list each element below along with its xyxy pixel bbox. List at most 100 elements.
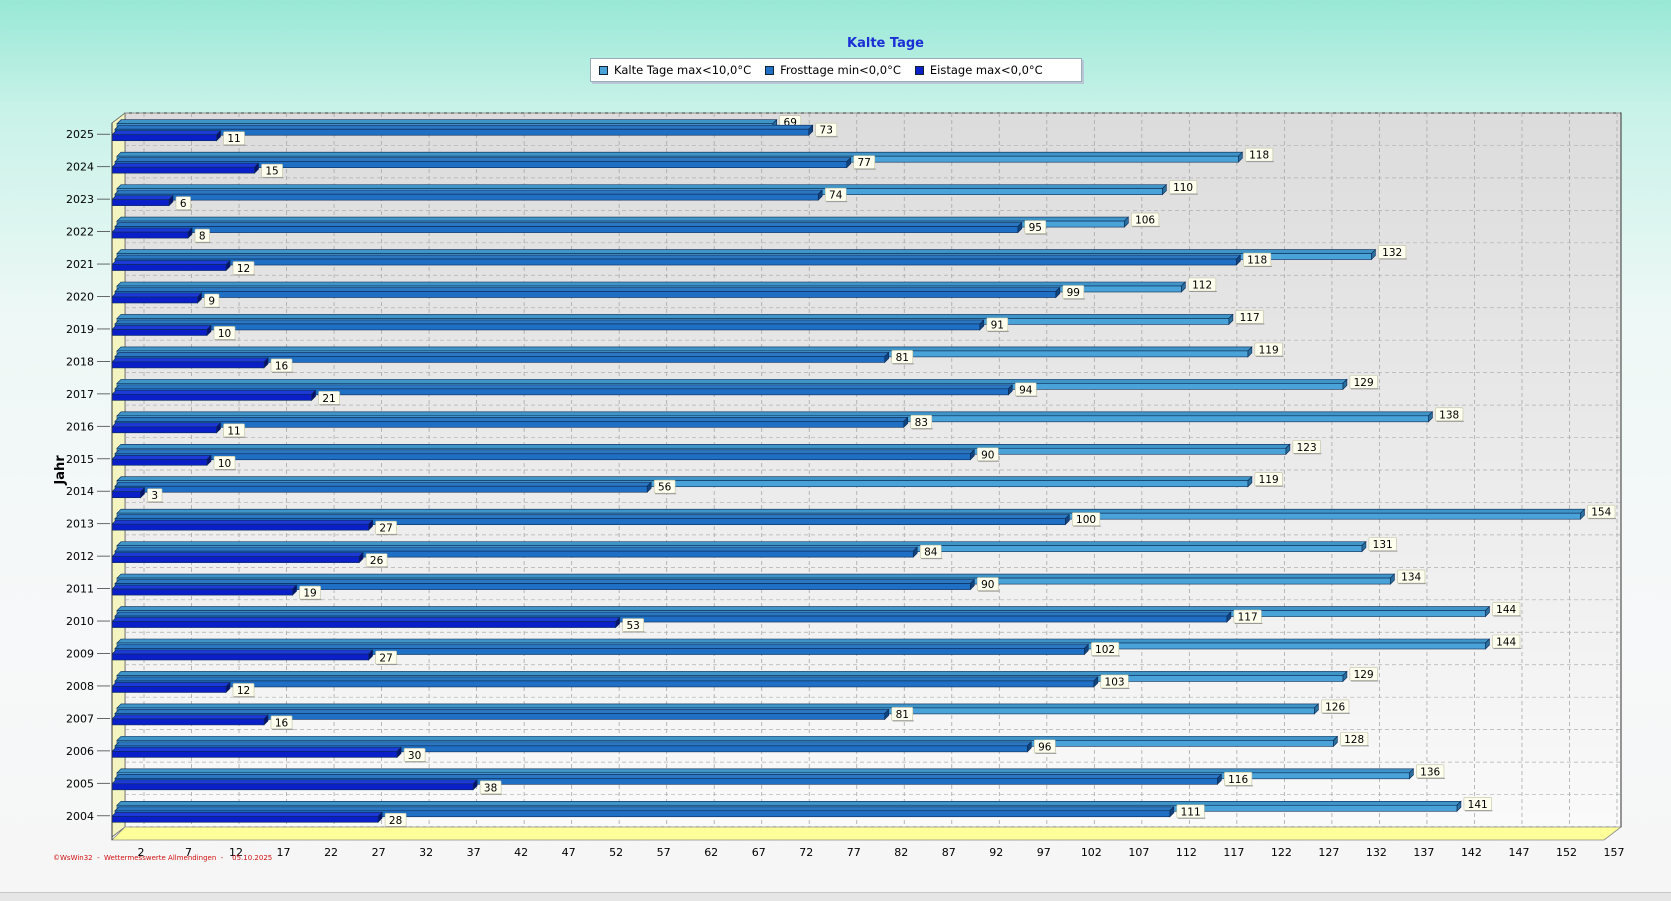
bar-top-kalte-tage (116, 476, 1253, 482)
bar-kalte-tage (116, 480, 1249, 488)
x-tick-label: 142 (1461, 846, 1482, 859)
bar-top-eistage (111, 714, 269, 720)
data-label-frosttage: 94 (1019, 384, 1033, 396)
bar-top-kalte-tage (116, 216, 1130, 222)
data-label-frosttage: 117 (1238, 612, 1258, 624)
data-label-frosttage: 99 (1067, 287, 1080, 299)
bar-top-frosttage (114, 352, 890, 357)
bar-top-frosttage (114, 254, 1242, 260)
bar-top-frosttage (114, 189, 823, 195)
legend-label-frosttage: Frosttage min<0,0°C (780, 63, 901, 77)
x-tick-label: 72 (799, 846, 813, 859)
bar-eistage (111, 166, 255, 174)
bar-top-frosttage (114, 514, 1071, 519)
y-tick-label: 2021 (66, 258, 94, 271)
data-label-frosttage: 100 (1076, 514, 1096, 526)
data-label-kalte-tage: 144 (1496, 604, 1516, 616)
bar-top-eistage (111, 487, 146, 493)
data-label-frosttage: 77 (858, 157, 871, 169)
bar-eistage (111, 621, 616, 628)
data-label-frosttage: 116 (1228, 774, 1248, 786)
data-label-eistage: 19 (303, 588, 316, 600)
bar-top-kalte-tage (116, 541, 1367, 546)
data-label-eistage: 6 (180, 198, 187, 210)
data-label-frosttage: 73 (820, 125, 833, 137)
bar-top-kalte-tage (116, 411, 1434, 417)
bar-top-frosttage (114, 709, 890, 714)
legend-item-eistage: Eistage max<0,0°C (914, 63, 1043, 77)
bar-top-eistage (111, 584, 298, 590)
data-label-eistage: 10 (218, 458, 231, 470)
bar-eistage (111, 394, 312, 401)
bar-top-frosttage (114, 611, 1232, 617)
bar-eistage (111, 296, 198, 304)
bar-top-eistage (111, 162, 260, 168)
data-label-frosttage: 91 (991, 319, 1004, 331)
x-tick-label: 27 (372, 846, 386, 859)
bar-top-frosttage (114, 222, 1023, 227)
x-tick-label: 62 (704, 846, 718, 859)
data-label-frosttage: 74 (829, 190, 843, 202)
bar-eistage (111, 491, 141, 499)
data-label-kalte-tage: 119 (1259, 344, 1279, 356)
x-tick-label: 12 (229, 846, 243, 859)
bar-top-kalte-tage (116, 119, 778, 125)
bar-top-eistage (111, 682, 231, 687)
x-tick-label: 157 (1604, 846, 1625, 859)
x-tick-label: 67 (752, 846, 766, 859)
y-tick-label: 2004 (66, 810, 94, 823)
bar-top-kalte-tage (116, 703, 1320, 709)
bar-top-eistage (111, 747, 402, 752)
y-tick-label: 2008 (66, 680, 94, 693)
y-tick-label: 2015 (66, 453, 94, 466)
bar-top-kalte-tage (116, 800, 1462, 806)
legend-item-frosttage: Frosttage min<0,0°C (765, 63, 901, 77)
bar-top-kalte-tage (116, 768, 1415, 774)
data-label-kalte-tage: 118 (1249, 150, 1269, 162)
bar-frosttage (114, 323, 981, 331)
x-tick-label: 82 (894, 846, 908, 859)
data-label-frosttage: 81 (896, 709, 909, 721)
data-label-eistage: 3 (151, 490, 158, 502)
y-tick-label: 2009 (66, 648, 94, 661)
bar-eistage (111, 556, 360, 563)
data-label-eistage: 10 (218, 328, 231, 340)
bar-top-eistage (111, 552, 364, 557)
bar-top-frosttage (114, 481, 652, 487)
data-label-kalte-tage: 128 (1344, 734, 1364, 746)
legend-swatch-kalte-tage (599, 65, 608, 75)
y-tick-label: 2017 (66, 388, 94, 401)
data-label-kalte-tage: 132 (1382, 247, 1402, 259)
bottom-strip (0, 892, 1671, 901)
data-label-frosttage: 84 (924, 547, 938, 559)
x-tick-label: 117 (1223, 846, 1244, 859)
bar-eistage (111, 783, 474, 791)
bar-top-eistage (111, 779, 478, 785)
bar-top-frosttage (114, 157, 852, 162)
data-label-kalte-tage: 123 (1297, 442, 1317, 454)
bar-top-eistage (111, 130, 222, 136)
x-tick-label: 127 (1318, 846, 1339, 859)
bar-top-eistage (111, 454, 212, 460)
legend-label-eistage: Eistage max<0,0°C (929, 63, 1043, 77)
data-label-kalte-tage: 134 (1401, 572, 1421, 584)
x-tick-label: 22 (324, 846, 338, 859)
bar-top-frosttage (114, 741, 1033, 747)
bar-frosttage (114, 453, 971, 461)
y-tick-label: 2024 (66, 161, 94, 174)
x-tick-label: 122 (1271, 846, 1292, 859)
x-tick-label: 47 (562, 846, 576, 859)
bar-top-eistage (111, 649, 374, 655)
x-tick-label: 92 (989, 846, 1003, 859)
chart-title: Kalte Tage (847, 36, 924, 51)
bar-top-frosttage (114, 644, 1090, 649)
bar-top-kalte-tage (116, 151, 1244, 157)
x-tick-label: 7 (185, 846, 192, 859)
bar-top-kalte-tage (116, 606, 1491, 611)
data-label-frosttage: 103 (1105, 676, 1125, 688)
bar-top-kalte-tage (116, 379, 1348, 384)
bar-top-kalte-tage (116, 638, 1491, 644)
bar-top-frosttage (114, 287, 1061, 292)
bar-frosttage (114, 258, 1237, 266)
